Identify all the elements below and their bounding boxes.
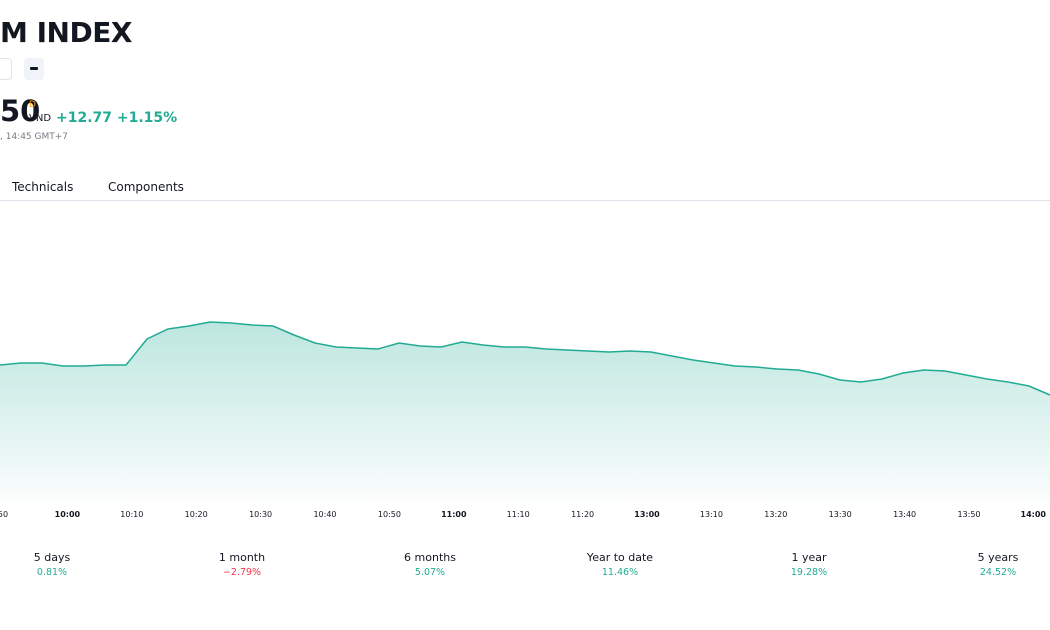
x-tick-label: 13:30 (829, 510, 852, 519)
price-flag: D (29, 100, 36, 110)
line (0, 321, 1050, 396)
period[interactable]: 1 year (791, 551, 827, 564)
time: , 14:45 GMT+7 (0, 132, 69, 142)
x-tick-label: 11:10 (507, 510, 530, 519)
x-tick-label: 13:50 (957, 510, 980, 519)
x-tick-label: 50 (0, 510, 8, 519)
tab[interactable]: Technicals (12, 180, 74, 194)
period[interactable]: Year to date (586, 551, 654, 564)
change-value: +12.77 (56, 110, 113, 126)
price: 50 (0, 94, 41, 128)
period[interactable]: 1 month (218, 551, 266, 564)
x-tick-label: 10:30 (249, 510, 272, 519)
period[interactable]: 5 years (977, 551, 1019, 564)
x-tick-label: 10:00 (55, 510, 81, 519)
x-tick-label: 11:20 (571, 510, 594, 519)
change: +12.77 +1.15% (56, 110, 177, 126)
period-change: 24.52% (979, 567, 1017, 578)
x-tick-label: 13:20 (764, 510, 787, 519)
x-tick-label: 13:00 (634, 510, 660, 519)
period-change: 5.07% (414, 567, 446, 578)
period[interactable]: 6 months (404, 551, 456, 564)
x-tick-label: 10:20 (185, 510, 208, 519)
x-tick-label: 10:50 (378, 510, 401, 519)
x-tick-label: 10:10 (120, 510, 143, 519)
x-tick-label: 10:40 (313, 510, 336, 519)
area-fill (0, 322, 1050, 500)
x-tick-label: 14:00 (1021, 510, 1047, 519)
x-tick-label: 13:40 (893, 510, 916, 519)
button[interactable] (0, 58, 12, 80)
title: M INDEX (0, 16, 132, 49)
period-change: 0.81% (36, 567, 68, 578)
divider (0, 200, 1050, 201)
currency: VND (29, 113, 52, 124)
collapse-button[interactable] (24, 58, 44, 80)
change-percent: +1.15% (116, 110, 178, 126)
tab[interactable]: Components (108, 180, 184, 194)
period-change: −2.79% (222, 567, 262, 578)
period-change: 19.28% (790, 567, 828, 578)
period-change: 11.46% (601, 567, 639, 578)
x-tick-label: 11:00 (441, 510, 467, 519)
x-tick-label: 13:10 (700, 510, 723, 519)
period[interactable]: 5 days (33, 551, 71, 564)
